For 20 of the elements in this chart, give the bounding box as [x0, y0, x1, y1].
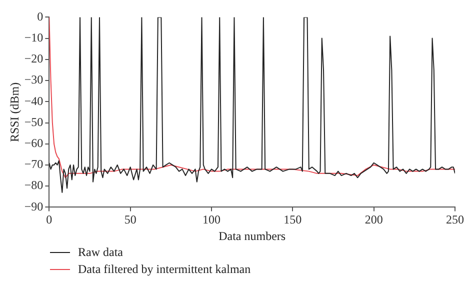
y-tick-label: −50	[24, 114, 44, 129]
y-tick-label: −90	[24, 199, 44, 214]
x-tick-label: 200	[364, 212, 383, 227]
y-tick-label: −20	[24, 52, 44, 66]
x-tick-label: 0	[46, 212, 52, 227]
x-tick-label: 250	[446, 212, 464, 227]
y-tick-label: 0	[37, 9, 44, 24]
x-tick-label: 50	[124, 212, 136, 227]
y-tick-label: −40	[24, 94, 44, 108]
legend-label: Raw data	[78, 245, 123, 260]
y-tick-label: −80	[24, 178, 44, 192]
x-tick-label: 150	[284, 212, 302, 227]
y-tick-label: −70	[24, 157, 44, 172]
y-tick-label: −60	[24, 136, 44, 150]
y-tick-label: −30	[24, 72, 44, 87]
y-tick-label: −10	[24, 30, 44, 44]
x-tick-label: 100	[202, 212, 220, 227]
x-axis-title: Data numbers	[218, 228, 286, 243]
legend-label: Data filtered by intermittent kalman	[78, 262, 251, 277]
y-axis-title: RSSI (dBm)	[7, 82, 22, 142]
